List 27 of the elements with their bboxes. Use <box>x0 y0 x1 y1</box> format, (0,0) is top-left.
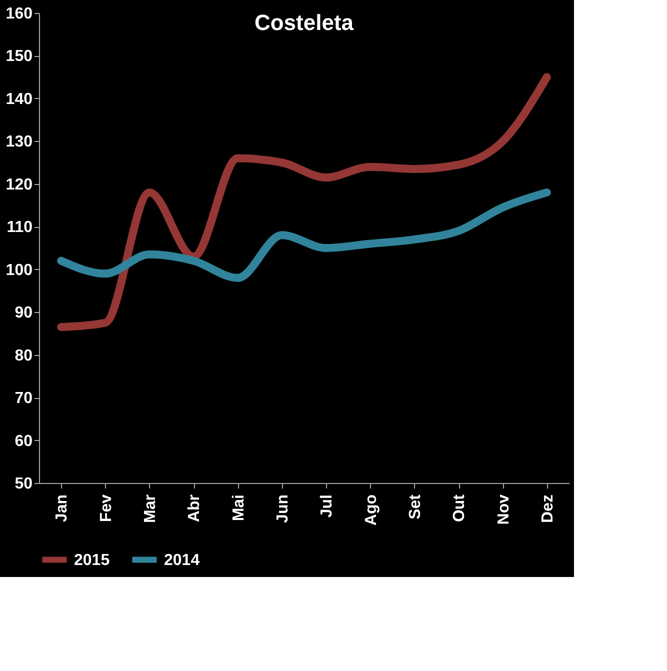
x-tick-label: Fev <box>98 494 115 522</box>
chart-title: Costeleta <box>254 10 354 35</box>
x-tick-label: Jun <box>274 494 292 523</box>
legend-label: 2015 <box>74 552 110 569</box>
y-tick-label: 90 <box>14 304 33 322</box>
y-tick-label: 110 <box>6 219 33 236</box>
x-tick-label: Nov <box>495 494 512 525</box>
x-tick-label: Abr <box>186 494 204 522</box>
y-tick-label: 70 <box>14 390 33 408</box>
x-tick-label: Out <box>451 494 468 522</box>
legend-label: 2014 <box>164 552 200 569</box>
y-tick-label: 160 <box>6 6 33 22</box>
y-tick-label: 80 <box>14 347 33 364</box>
x-tick-label: Jan <box>54 494 71 522</box>
y-tick-label: 120 <box>6 176 33 194</box>
x-tick-label: Mai <box>230 494 248 522</box>
y-tick-label: 130 <box>6 134 33 151</box>
y-tick-label: 50 <box>14 476 33 492</box>
y-tick-label: 100 <box>6 262 33 279</box>
y-tick-label: 150 <box>6 48 33 66</box>
x-tick-label: Mar <box>142 494 159 523</box>
x-tick-label: Ago <box>362 494 380 526</box>
x-tick-label: Set <box>406 494 424 520</box>
y-tick-label: 60 <box>14 432 33 450</box>
x-tick-label: Dez <box>539 494 556 523</box>
y-tick-label: 140 <box>6 90 33 108</box>
x-tick-label: Jul <box>318 494 336 518</box>
